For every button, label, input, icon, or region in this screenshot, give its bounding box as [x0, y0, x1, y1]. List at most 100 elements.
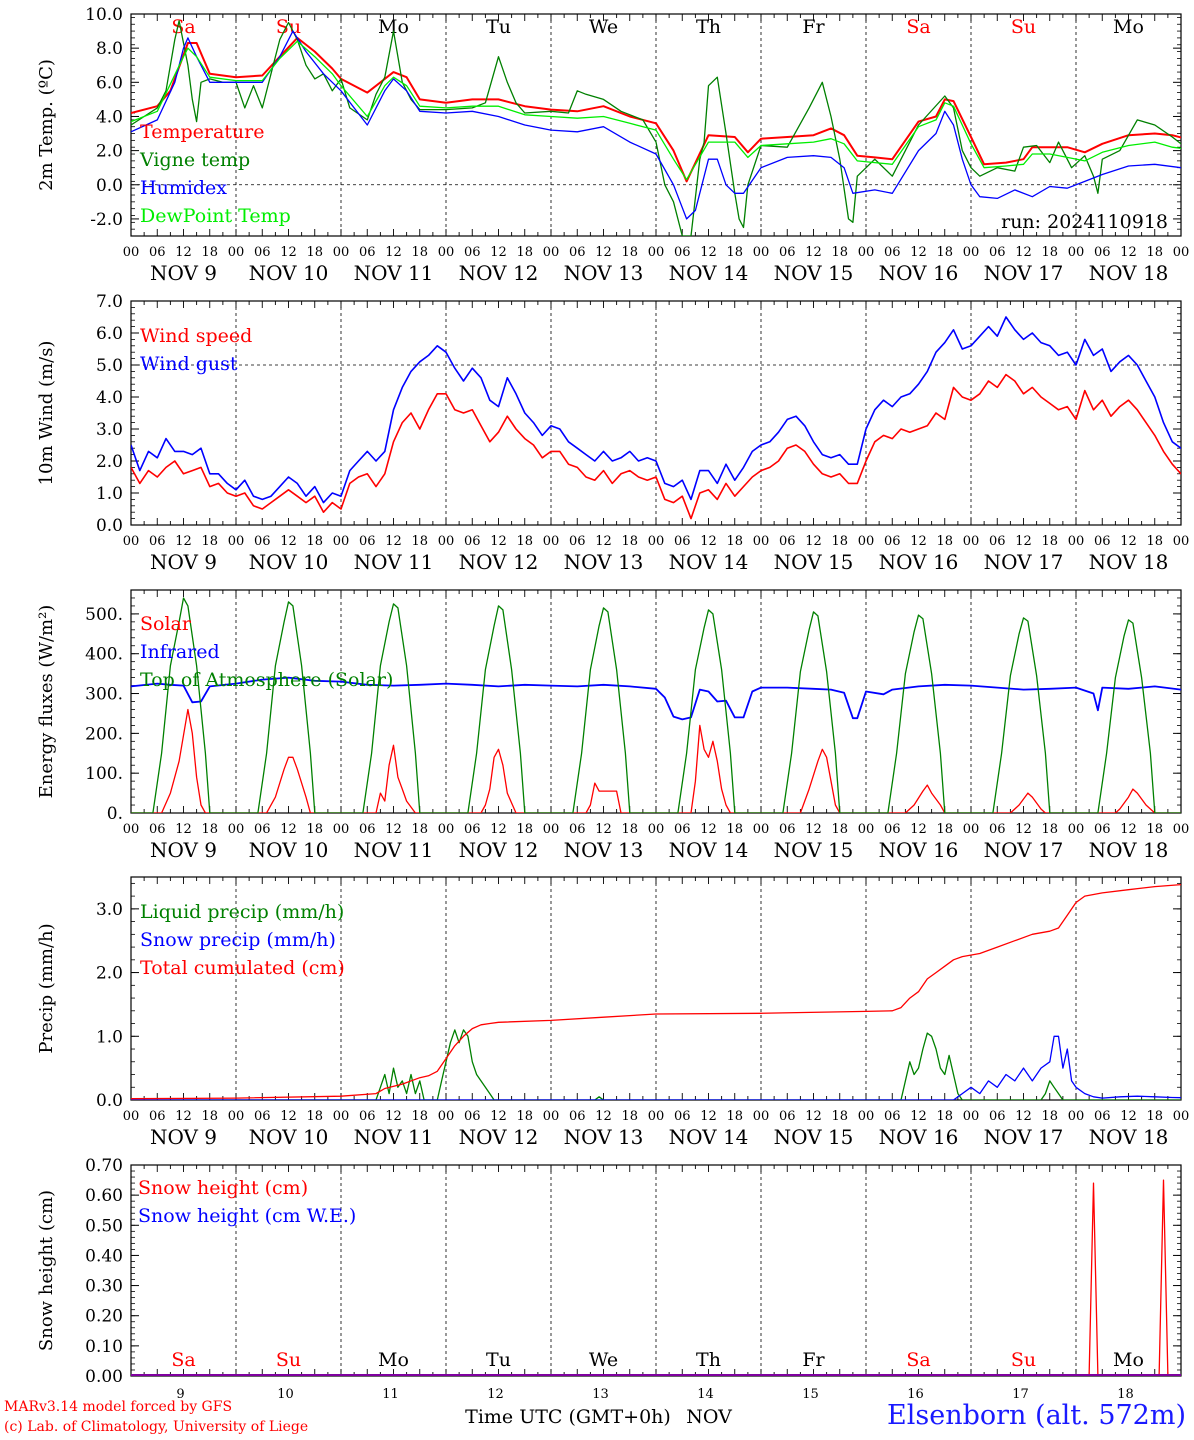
y-tick-label: 0.10	[85, 1337, 123, 1357]
x-day-label: NOV 9	[150, 838, 217, 862]
x-hour-label: 18	[1041, 245, 1058, 260]
x-hour-label: 06	[569, 534, 586, 549]
x-hour-label: 00	[1173, 245, 1190, 260]
weekday-label: Tu	[486, 1349, 511, 1371]
y-tick-label: 4.0	[96, 107, 123, 127]
x-hour-label: 06	[1094, 534, 1111, 549]
x-hour-label: 06	[149, 1109, 166, 1124]
x-hour-label: 06	[989, 1109, 1006, 1124]
x-hour-label: 00	[963, 534, 980, 549]
y-tick-label: 2.0	[96, 452, 123, 472]
y-tick-label: 0.	[107, 804, 123, 824]
x-day-label: NOV 14	[669, 1125, 749, 1149]
panel-2: 0.0 1.0 2.0 3.0 4.0 5.0 6.0 7.0 10m Wind (m/s) 00…	[36, 292, 1189, 574]
x-hour-label: 12	[175, 822, 192, 837]
x-hour-label: 18	[936, 822, 953, 837]
weekday-label: Th	[696, 1349, 721, 1371]
legend-entry: Top of Atmosphere (Solar)	[140, 669, 393, 691]
y-tick-label: 0.0	[96, 176, 123, 196]
x-hour-label: 00	[858, 245, 875, 260]
x-day-label: NOV 16	[879, 261, 959, 285]
series-vigne-temp	[131, 20, 1181, 236]
x-hour-label: 06	[359, 245, 376, 260]
x-hour-label: 00	[438, 245, 455, 260]
x-hour-label: 12	[1120, 534, 1137, 549]
plot-frame	[130, 300, 1182, 526]
x-hour-label: 00	[333, 534, 350, 549]
x-day-label: NOV 17	[984, 1125, 1064, 1149]
x-hour-label: 18	[621, 245, 638, 260]
weekday-label: Mo	[1113, 1349, 1144, 1371]
credit-model: MARv3.14 model forced by GFS	[4, 1399, 233, 1415]
x-hour-label: 06	[884, 245, 901, 260]
y-tick-label: 0.30	[85, 1277, 123, 1297]
x-hour-label: 06	[254, 245, 271, 260]
y-tick-label: 0.50	[85, 1216, 123, 1236]
x-hour-label: 12	[1120, 822, 1137, 837]
weekday-label: We	[589, 1349, 618, 1371]
series-group	[131, 316, 1181, 520]
x-hour-label: 00	[1068, 245, 1085, 260]
x-hour-label: 12	[1015, 534, 1032, 549]
x-hour-label: 18	[1146, 1109, 1163, 1124]
y-tick-label: 300.	[85, 685, 123, 705]
x-hour-label: 18	[831, 245, 848, 260]
x-hour-label: 06	[569, 1109, 586, 1124]
x-hour-label: 00	[543, 534, 560, 549]
weekday-label: Fr	[802, 1349, 825, 1371]
x-hour-label: 12	[595, 534, 612, 549]
x-hour-label: 12	[1015, 822, 1032, 837]
x-hour-label: 12	[595, 245, 612, 260]
x-hour-label: 00	[123, 534, 140, 549]
x-day-label: NOV 13	[564, 261, 644, 285]
x-hour-label: 00	[438, 1109, 455, 1124]
legend-entry: Humidex	[140, 177, 227, 199]
x-hour-label: 12	[700, 534, 717, 549]
series-temperature	[131, 36, 1181, 183]
x-hour-label: 12	[280, 822, 297, 837]
weekday-label: Sa	[171, 1349, 195, 1371]
x-hour-label: 00	[648, 245, 665, 260]
x-hour-label: 06	[359, 534, 376, 549]
x-hour-label: 12	[700, 822, 717, 837]
x-hour-label: 12	[385, 534, 402, 549]
y-tick-label: 8.0	[96, 39, 123, 59]
x-hour-label: 12	[175, 245, 192, 260]
x-hour-label: 06	[359, 822, 376, 837]
y-tick-label: 0.00	[85, 1367, 123, 1387]
x-day-label: NOV 13	[564, 550, 644, 574]
x-hour-label: 00	[543, 245, 560, 260]
x-day-label: NOV 16	[879, 550, 959, 574]
x-hour-label: 12	[280, 245, 297, 260]
series-infrared	[131, 676, 1181, 721]
x-hour-label: 00	[753, 1109, 770, 1124]
x-hour-label: 00	[228, 534, 245, 549]
x-day-label: NOV 10	[249, 1125, 329, 1149]
x-hour-label: 18	[1041, 822, 1058, 837]
weekday-label: Sa	[906, 16, 930, 38]
y-tick-label: 3.0	[96, 420, 123, 440]
x-hour-label: 06	[464, 1109, 481, 1124]
y-tick-label: 4.0	[96, 388, 123, 408]
x-hour-label: 18	[516, 245, 533, 260]
y-tick-label: 400.	[85, 645, 123, 665]
x-hour-label: 12	[700, 1109, 717, 1124]
x-hour-label: 12	[490, 534, 507, 549]
x-hour-label: 06	[149, 534, 166, 549]
x-hour-label: 18	[306, 822, 323, 837]
x-hour-label: 18	[621, 534, 638, 549]
x-hour-label: 00	[963, 822, 980, 837]
x-hour-label: 12	[385, 245, 402, 260]
x-hour-label: 06	[674, 245, 691, 260]
x-hour-label: 00	[858, 534, 875, 549]
x-hour-label: 00	[123, 1109, 140, 1124]
series-group	[131, 883, 1181, 1100]
x-hour-label: 00	[228, 245, 245, 260]
x-hour-label: 00	[543, 822, 560, 837]
x-hour-label: 18	[201, 1109, 218, 1124]
x-hour-label: 06	[779, 245, 796, 260]
x-hour-label: 06	[1094, 245, 1111, 260]
x-day-number: 12	[487, 1387, 504, 1402]
x-day-label: NOV 15	[774, 550, 854, 574]
y-tick-label: 0.0	[96, 1091, 123, 1111]
